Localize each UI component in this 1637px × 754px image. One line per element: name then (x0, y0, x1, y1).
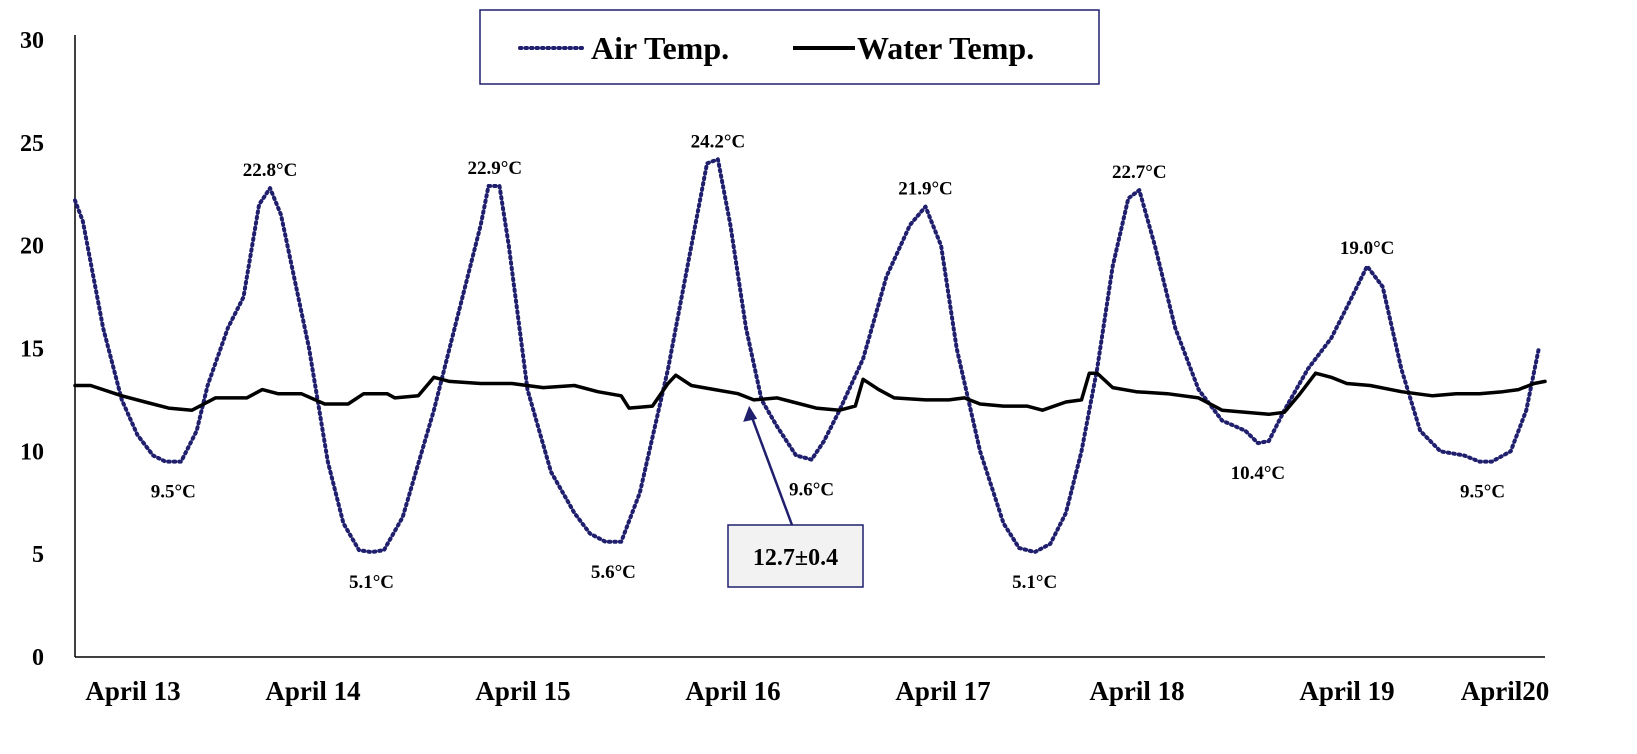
x-tick-label: April 14 (265, 676, 360, 706)
legend: Air Temp. Water Temp. (479, 9, 1100, 85)
data-label: 9.5°C (151, 482, 196, 503)
data-label: 10.4°C (1231, 463, 1286, 484)
y-tick-label: 20 (20, 234, 44, 260)
x-tick-labels: April 13 April 14 April 15 April 16 April 17… (85, 676, 1549, 706)
x-tick-label: April 13 (85, 676, 180, 706)
data-label: 22.7°C (1112, 162, 1167, 183)
x-tick-label: April 19 (1299, 676, 1394, 706)
data-label: 22.9°C (467, 158, 522, 179)
data-label: 19.0°C (1340, 238, 1395, 259)
series-line-air-temp (73, 157, 1541, 555)
x-tick-label: April 18 (1089, 676, 1184, 706)
callout-arrow (750, 417, 794, 526)
mean-callout: 12.7±0.4 (727, 405, 864, 588)
y-tick-label: 30 (20, 28, 44, 54)
y-tick-label: 15 (20, 337, 44, 363)
y-tick-label: 0 (32, 645, 44, 671)
data-label: 9.5°C (1460, 482, 1505, 503)
data-label: 9.6°C (789, 480, 834, 501)
peak-labels: 22.8°C 22.9°C 24.2°C 21.9°C 22.7°C 19.0°C 9.5°… (151, 131, 1505, 593)
callout-arrowhead (743, 405, 758, 422)
x-tick-label: April 15 (475, 676, 570, 706)
y-tick-label: 25 (20, 131, 44, 157)
data-label: 24.2°C (691, 131, 746, 152)
data-label: 21.9°C (898, 179, 953, 200)
callout-box (727, 524, 864, 588)
callout-label: 12.7±0.4 (753, 545, 838, 571)
data-label: 22.8°C (243, 160, 298, 181)
series-layer (73, 157, 1547, 555)
series-line-water-temp (73, 371, 1547, 417)
y-tick-labels: 0 5 10 15 20 25 30 (20, 28, 44, 671)
x-tick-label: April 17 (895, 676, 990, 706)
legend-label-air-temp: Air Temp. (591, 30, 729, 66)
axes (74, 35, 1545, 658)
legend-label-water-temp: Water Temp. (857, 30, 1034, 66)
x-tick-label: April20 (1461, 676, 1550, 706)
data-label: 5.6°C (591, 562, 636, 583)
data-label: 5.1°C (1012, 572, 1057, 593)
x-tick-label: April 16 (685, 676, 780, 706)
data-label: 5.1°C (349, 572, 394, 593)
y-tick-label: 5 (32, 542, 44, 568)
y-tick-label: 10 (20, 439, 44, 465)
